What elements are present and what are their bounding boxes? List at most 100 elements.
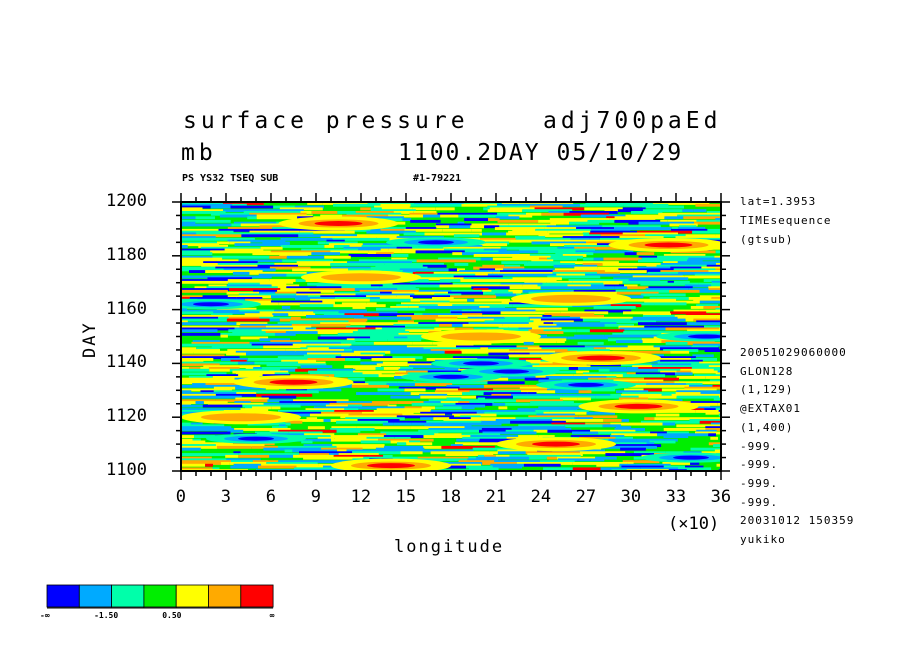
heatmap-cell (516, 307, 568, 311)
heatmap-cell (194, 286, 207, 290)
heatmap-cell (472, 447, 529, 451)
heatmap-cell (657, 433, 709, 437)
heatmap-cell (373, 410, 431, 413)
heatmap-cell (366, 216, 404, 220)
heatmap-cell (635, 372, 676, 376)
heatmap-cell (396, 295, 410, 299)
heatmap-cell (268, 232, 314, 236)
heatmap-cell (207, 277, 252, 281)
heatmap-cell (278, 460, 331, 464)
heatmap-cell (583, 234, 601, 238)
heatmap-cell (594, 372, 613, 376)
heatmap-cell (181, 463, 206, 467)
heatmap-cell (515, 236, 546, 239)
heatmap-cell (600, 467, 641, 471)
heatmap-cell (266, 462, 318, 465)
heatmap-cell (528, 316, 581, 320)
heatmap-cell (251, 343, 293, 347)
heatmap-cell (549, 218, 610, 221)
heatmap-cell (555, 390, 579, 394)
heatmap-cell (547, 429, 590, 433)
heatmap-cell (582, 318, 631, 322)
heatmap-cell (384, 263, 444, 266)
heatmap-cell (295, 205, 324, 209)
heatmap-cell (503, 268, 555, 272)
heatmap-cell (464, 250, 499, 254)
heatmap-cell (660, 263, 697, 266)
heatmap-cell (500, 270, 553, 273)
heatmap-cell (235, 444, 265, 447)
heatmap-cell (510, 420, 566, 424)
heatmap-cell (397, 381, 445, 385)
heatmap-cell (340, 415, 397, 419)
heatmap-cell (475, 273, 488, 277)
heatmap-cell (278, 410, 335, 413)
heatmap-cell (405, 329, 442, 333)
heatmap-cell (518, 361, 553, 365)
heatmap-cell (316, 327, 376, 331)
heatmap-cell (541, 347, 594, 351)
heatmap-cell (632, 275, 685, 279)
heatmap-cell (280, 288, 310, 291)
heatmap-cell (688, 297, 712, 300)
heatmap-cell (229, 462, 267, 465)
heatmap-cell (698, 282, 721, 286)
heatmap-cell (218, 316, 229, 320)
heatmap-cell (296, 293, 356, 297)
heatmap-cell (344, 349, 352, 352)
heatmap-cell (687, 259, 703, 263)
heatmap-cell (532, 327, 562, 331)
heatmap-cell (590, 284, 605, 288)
info-line: lat=1.3953 (740, 195, 817, 208)
heatmap-cell (343, 246, 397, 250)
heatmap-cell (370, 209, 397, 213)
heatmap-cell (226, 352, 246, 356)
heatmap-cell (708, 270, 721, 273)
heatmap-cell (580, 316, 633, 320)
heatmap-cell (353, 350, 391, 354)
heatmap-cell (181, 442, 203, 446)
heatmap-cell (247, 216, 257, 220)
heatmap-cell (267, 399, 293, 403)
heatmap-cell (529, 456, 547, 460)
heatmap-cell (203, 309, 240, 313)
heatmap-cell (488, 352, 530, 356)
heatmap-cell (181, 297, 190, 300)
heatmap-cell (369, 322, 419, 326)
heatmap-cell (365, 381, 398, 385)
heatmap-cell (398, 386, 460, 390)
x-tick-label: 36 (710, 487, 732, 507)
colorbar-label: ∞ (269, 611, 275, 620)
heatmap-cell (494, 293, 517, 297)
heatmap-cell (200, 246, 261, 250)
heatmap-cell (371, 401, 398, 404)
heatmap-cell (367, 252, 377, 256)
heatmap-cell (553, 322, 598, 326)
heatmap-cell (466, 465, 493, 469)
heatmap-cell (181, 347, 197, 351)
heatmap-cell (618, 381, 675, 385)
heatmap-cell (604, 284, 624, 288)
heatmap-cell (685, 465, 704, 469)
heatmap-cell (307, 358, 346, 361)
heatmap-cell (296, 291, 321, 295)
heatmap-cell (424, 424, 472, 428)
heatmap-feature (568, 382, 604, 387)
heatmap-cell (552, 419, 604, 422)
heatmap-cell (330, 250, 369, 254)
heatmap-cell (670, 250, 716, 254)
heatmap-cell (191, 341, 250, 345)
heatmap-cell (386, 433, 435, 437)
heatmap-cell (227, 349, 286, 352)
heatmap-cell (586, 241, 626, 245)
heatmap-cell (181, 390, 192, 394)
heatmap-cell (401, 302, 461, 306)
heatmap-cell (444, 248, 484, 252)
heatmap-cell (271, 311, 303, 315)
heatmap-cell (680, 368, 714, 372)
heatmap-cell (576, 329, 590, 333)
heatmap-cell (504, 316, 529, 320)
heatmap-cell (193, 350, 236, 354)
heatmap-cell (286, 286, 342, 290)
heatmap-cell (410, 426, 465, 430)
